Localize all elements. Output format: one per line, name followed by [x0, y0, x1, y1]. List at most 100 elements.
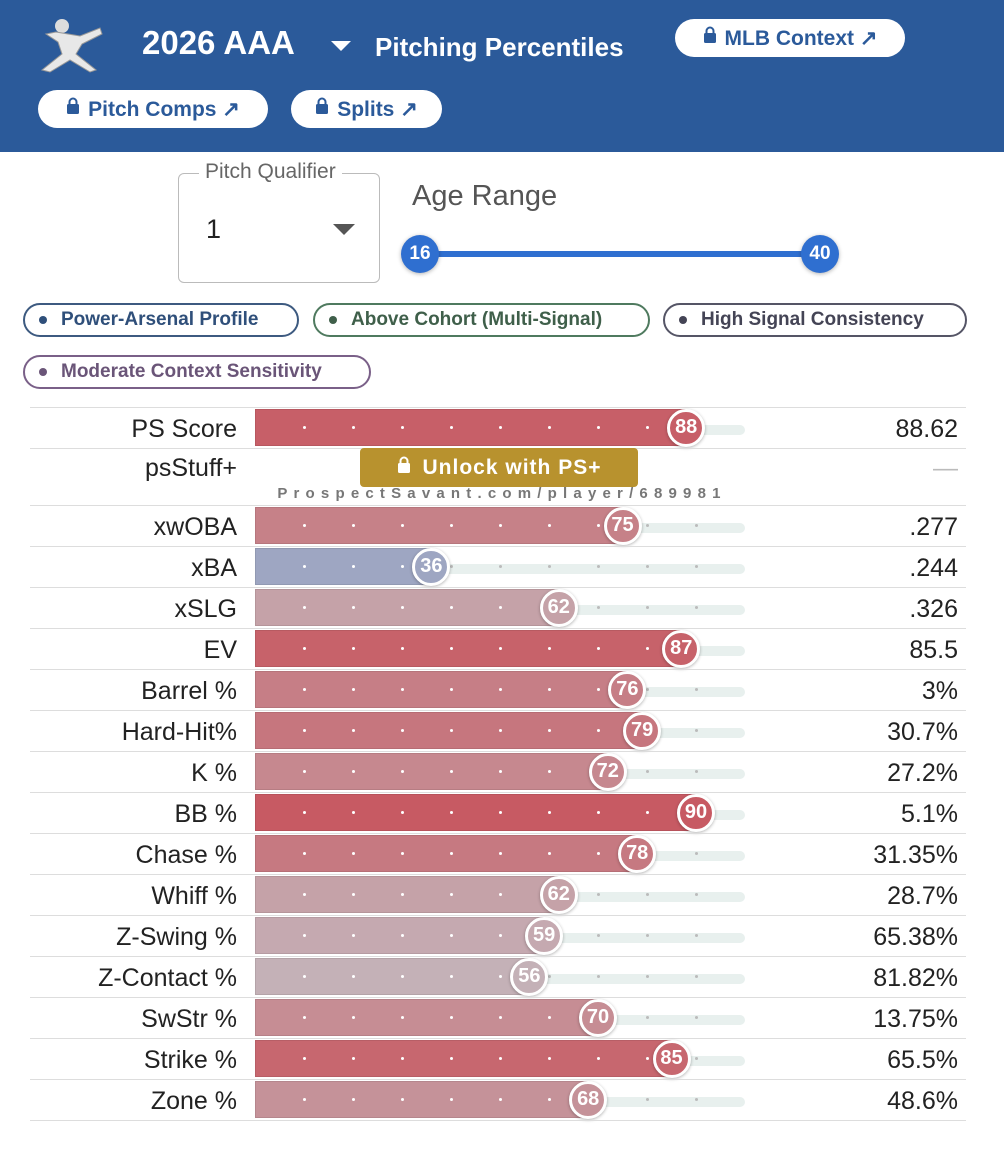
unlock-button[interactable]: Unlock with PS+ [360, 448, 638, 487]
track-dot [645, 770, 649, 773]
percentile-badge: 90 [677, 793, 715, 832]
track-dot [694, 893, 698, 896]
track-dot [400, 565, 404, 568]
track-dot [596, 893, 600, 896]
track-dot [547, 975, 551, 978]
track-dot [351, 770, 355, 773]
track-dot [645, 647, 649, 650]
track-dot [449, 852, 453, 855]
metric-value: 65.5% [887, 1045, 958, 1074]
track-dot [596, 524, 600, 527]
track-dot [498, 647, 502, 650]
tag: High Signal Consistency [663, 303, 967, 337]
track-dot [547, 647, 551, 650]
percentile-badge: 62 [539, 588, 578, 627]
track-dot [351, 934, 355, 937]
track-dot [449, 426, 453, 429]
qualifier-select[interactable]: Pitch Qualifier 1 [178, 160, 380, 283]
track-dot [596, 426, 600, 429]
track-dot [596, 565, 600, 568]
track-dot [498, 426, 502, 429]
track-dot [596, 852, 600, 855]
dropdown-caret[interactable] [331, 41, 351, 53]
track-dot [449, 524, 453, 527]
track-dot [449, 975, 453, 978]
metric-label: Barrel % [141, 676, 237, 705]
track-dot [302, 1057, 306, 1060]
track-dot [400, 852, 404, 855]
row-divider [30, 669, 966, 670]
track-dot [302, 934, 306, 937]
metric-label: Z-Contact % [98, 963, 237, 992]
track-dot [694, 729, 698, 732]
track-dot [596, 811, 600, 814]
mlb-context-button[interactable]: MLB Context ↗ [675, 19, 905, 57]
track-dot [302, 1016, 306, 1019]
percentile-badge: 87 [662, 629, 701, 668]
percentile-badge: 79 [623, 711, 662, 750]
season-title[interactable]: 2026 AAA [142, 24, 295, 61]
track-dot [302, 1098, 306, 1101]
track-dot [302, 893, 306, 896]
qualifier-label: Pitch Qualifier [199, 160, 342, 184]
age-slider-track [420, 251, 820, 257]
age-max-knob[interactable]: 40 [801, 235, 839, 273]
track-dot [302, 565, 306, 568]
track-dot [400, 893, 404, 896]
track-dot [498, 524, 502, 527]
lock-icon [703, 26, 716, 43]
qualifier-value: 1 [206, 214, 222, 244]
track-dot [694, 1098, 698, 1101]
percentile-bar [255, 507, 623, 544]
lock-icon [67, 97, 80, 114]
percentile-badge: 36 [412, 547, 451, 586]
row-divider [30, 628, 966, 629]
metric-label: K % [191, 758, 237, 787]
metric-value: 31.35% [873, 840, 958, 869]
track-dot [302, 606, 306, 609]
track-dot [498, 852, 502, 855]
track-dot [694, 1016, 698, 1019]
track-dot [400, 811, 404, 814]
track-dot [547, 1016, 551, 1019]
track-dot [547, 1057, 551, 1060]
row-divider [30, 710, 966, 711]
percentile-bar [255, 835, 638, 872]
page-title: Pitching Percentiles [375, 32, 624, 62]
track-dot [302, 852, 306, 855]
percentile-bar [255, 1081, 589, 1118]
row-divider [30, 997, 966, 998]
metric-value: 28.7% [887, 881, 958, 910]
row-divider [30, 751, 966, 752]
metric-value: — [933, 453, 958, 482]
track-dot [400, 606, 404, 609]
track-dot [449, 770, 453, 773]
metric-value: .277 [909, 512, 958, 541]
splits-button[interactable]: Splits ↗ [291, 90, 442, 128]
metric-value: 65.38% [873, 922, 958, 951]
track-dot [498, 729, 502, 732]
metric-label: SwStr % [141, 1004, 237, 1033]
row-divider [30, 956, 966, 957]
row-divider [30, 407, 966, 408]
row-divider [30, 1038, 966, 1039]
percentile-badge: 56 [510, 957, 549, 996]
percentile-badge: 72 [588, 752, 627, 791]
age-min-knob[interactable]: 16 [401, 235, 439, 273]
header: 2026 AAA Pitching Percentiles MLB Contex… [0, 0, 1004, 152]
track-dot [351, 426, 355, 429]
track-dot [400, 770, 404, 773]
pitch-comps-button[interactable]: Pitch Comps ↗ [38, 90, 268, 128]
track-dot [351, 524, 355, 527]
track-dot [302, 811, 306, 814]
track-dot [498, 975, 502, 978]
track-dot [302, 770, 306, 773]
track-dot [645, 565, 649, 568]
track-dot [596, 934, 600, 937]
tag: Above Cohort (Multi-Signal) [313, 303, 650, 337]
track-dot [351, 811, 355, 814]
row-divider [30, 505, 966, 506]
metric-value: 3% [921, 676, 958, 705]
track-dot [400, 647, 404, 650]
